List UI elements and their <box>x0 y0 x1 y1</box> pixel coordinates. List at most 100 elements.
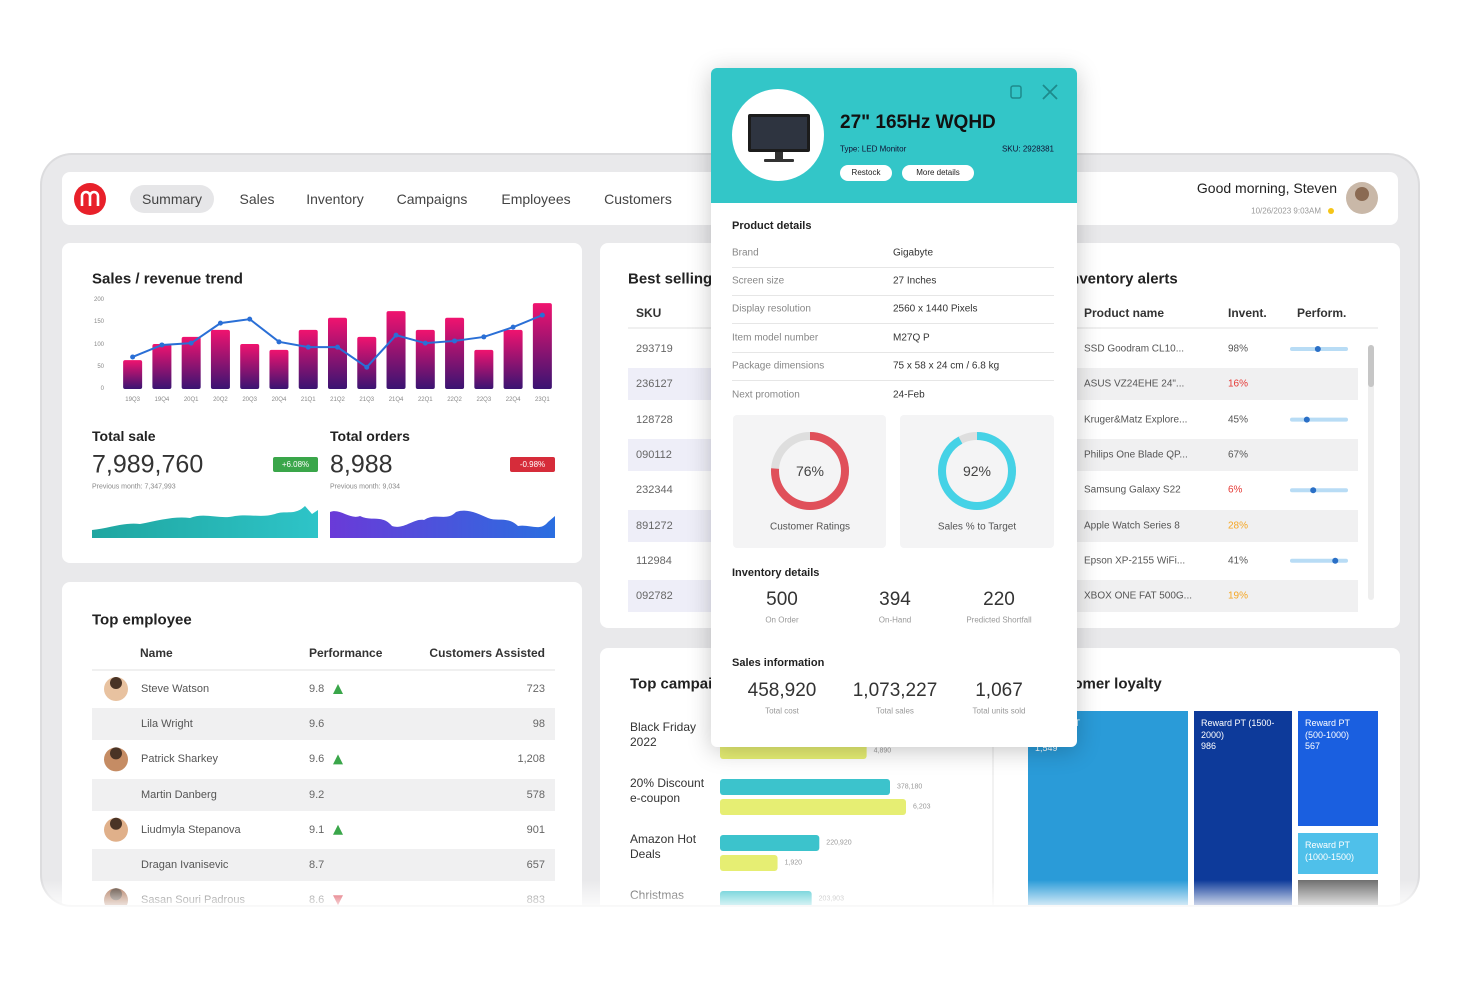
action-button[interactable]: Restock <box>840 165 892 181</box>
stat-label: Total units sold <box>972 706 1026 716</box>
nav-item[interactable]: Employees <box>501 191 571 207</box>
card-title: Best selling <box>628 270 713 288</box>
close-icon[interactable] <box>1042 84 1058 100</box>
column-header: Invent. <box>1228 306 1267 320</box>
employee-avatar-hair <box>110 747 122 760</box>
x-tick-label: 19Q4 <box>154 397 170 403</box>
product-title: 27" 165Hz WQHD <box>840 112 996 133</box>
column-header: Customers Assisted <box>429 646 545 660</box>
kpi-change: -0.98% <box>510 457 555 472</box>
detail-separator <box>732 267 1054 268</box>
sku: 891272 <box>636 519 673 532</box>
perform-track <box>1290 417 1348 422</box>
product-name: Kruger&Matz Explore... <box>1084 414 1188 426</box>
detail-label: Next promotion <box>732 389 800 401</box>
campaign-bar <box>720 855 778 871</box>
trend-point <box>217 320 223 326</box>
trend-point <box>393 332 399 338</box>
trend-point <box>335 344 340 350</box>
section-title: Inventory details <box>732 567 820 579</box>
x-tick-label: 20Q3 <box>242 397 258 403</box>
nav-item[interactable]: Inventory <box>306 191 364 207</box>
product-name: Samsung Galaxy S22 <box>1084 484 1181 496</box>
tile-value: 986 <box>1201 741 1217 751</box>
row-background <box>1076 438 1358 471</box>
x-tick-label: 21Q1 <box>300 397 316 403</box>
action-button[interactable]: More details <box>902 165 974 181</box>
stat-label: Total cost <box>765 706 799 716</box>
nav-item[interactable]: Customers <box>604 191 672 207</box>
sku: 293719 <box>636 343 673 355</box>
x-tick-label: 21Q4 <box>388 397 404 403</box>
nav-item[interactable]: Campaigns <box>396 191 468 207</box>
scrollbar-thumb[interactable] <box>1368 345 1374 387</box>
x-tick-label: 22Q1 <box>417 397 433 403</box>
detail-separator <box>732 380 1054 381</box>
sku: 092782 <box>636 590 673 603</box>
card-title: Top employee <box>92 611 192 629</box>
customers-assisted: 578 <box>526 788 545 801</box>
product-name: SSD Goodram CL10... <box>1084 343 1185 355</box>
bar <box>503 329 523 389</box>
campaign-label: Black Friday 2022 <box>630 720 697 749</box>
bar-value-label: 1,920 <box>784 859 803 867</box>
stat-value: 394 <box>879 589 911 610</box>
perform-marker <box>1332 557 1339 564</box>
trend-point <box>481 334 487 340</box>
row-background <box>92 708 555 741</box>
bar-value-label: 378,180 <box>897 783 923 791</box>
stat-value: 458,920 <box>747 680 817 701</box>
sparkline <box>92 506 318 538</box>
trend-point <box>452 338 458 344</box>
inventory-level: 6% <box>1228 484 1243 496</box>
active-tab <box>130 185 214 213</box>
campaign-label: 20% Discount e-coupon <box>630 776 705 805</box>
bar <box>240 344 260 389</box>
greeting: Good morning, Steven <box>1196 180 1337 196</box>
trend-point <box>247 316 253 322</box>
weather-icon <box>1328 208 1334 214</box>
employee-name: Dragan Ivanisevic <box>141 859 229 871</box>
product-image-stand <box>775 152 783 159</box>
inventory-level: 45% <box>1228 414 1249 426</box>
inventory-level: 41% <box>1228 555 1249 567</box>
gauge-value: 76% <box>795 463 825 479</box>
detail-separator <box>732 323 1054 324</box>
product-name: ASUS VZ24EHE 24"... <box>1084 378 1185 390</box>
inventory-level: 19% <box>1228 590 1249 602</box>
bar-value-label: 220,920 <box>826 839 852 847</box>
gauge-value: 92% <box>962 463 992 479</box>
popup-content: 27" 165Hz WQHD Type: LED Monitor SKU: 2928… <box>711 68 1077 747</box>
stat-value: 500 <box>766 589 798 610</box>
gauge-label: Customer Ratings <box>769 521 851 533</box>
section-title: Sales information <box>732 657 825 669</box>
product-name: Philips One Blade QP... <box>1084 449 1188 461</box>
bar <box>415 329 435 389</box>
product-type: Type: LED Monitor <box>840 144 907 154</box>
nav-item[interactable]: Summary <box>142 191 202 207</box>
row-background <box>1076 368 1358 401</box>
detail-label: Brand <box>732 247 759 259</box>
y-tick-label: 50 <box>97 363 104 370</box>
gauge-box <box>733 415 886 548</box>
sparkline <box>330 510 555 538</box>
inventory-level: 98% <box>1228 343 1249 355</box>
nav-item[interactable]: Sales <box>239 191 275 207</box>
y-tick-label: 100 <box>93 341 104 348</box>
trend-point <box>539 312 545 318</box>
bar-value-label: 6,203 <box>913 803 931 811</box>
employee-name: Lila Wright <box>141 718 193 731</box>
detail-label: Item model number <box>732 332 819 344</box>
employee-performance: 9.6 <box>309 718 325 731</box>
employee-name: Liudmyla Stepanova <box>141 823 241 836</box>
campaign-bar <box>720 743 867 759</box>
y-tick-label: 0 <box>100 386 104 392</box>
treemap-tile <box>1194 711 1292 905</box>
detail-value: 75 x 58 x 24 cm / 6.8 kg <box>893 360 1000 372</box>
detail-label: Screen size <box>732 275 785 287</box>
employee-performance: 8.7 <box>309 859 325 871</box>
column-header: SKU <box>636 306 662 320</box>
user-avatar-face <box>1355 187 1369 201</box>
sku: 128728 <box>636 413 673 426</box>
copy-icon[interactable] <box>1010 85 1022 99</box>
